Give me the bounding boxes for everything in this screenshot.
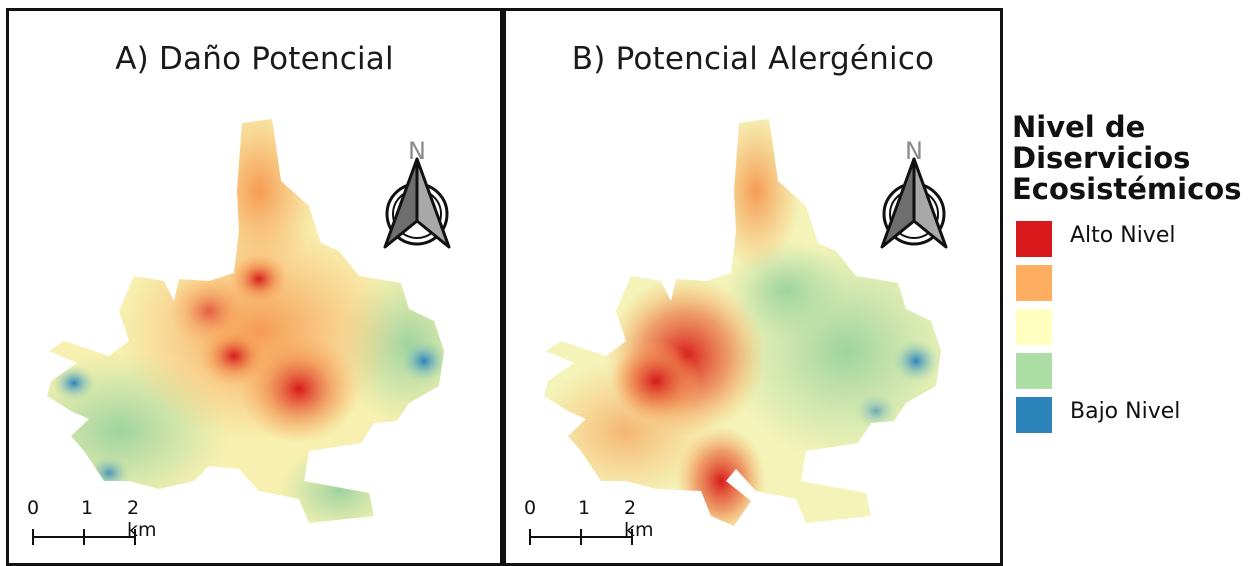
panel-title: A) Daño Potencial [115, 41, 394, 77]
scale-bar: 0 1 2 km [23, 497, 163, 549]
heatmap-dano-potencial [47, 119, 444, 523]
legend-swatch-4 [1016, 353, 1052, 389]
scale-bar: 0 1 2 km [520, 497, 660, 549]
map-panel-potencial-alergenico: B) Potencial Alergénico N [503, 8, 1003, 566]
map-panel-dano-potencial: A) Daño Potencial [6, 8, 503, 566]
legend-title-line: Nivel de [1012, 110, 1146, 144]
legend: Nivel de Diservicios Ecosistémicos Alto … [1012, 112, 1257, 441]
legend-title: Nivel de Diservicios Ecosistémicos [1012, 112, 1257, 205]
legend-title-line: Ecosistémicos [1012, 172, 1242, 206]
scale-tick-1: 1 [578, 497, 591, 519]
legend-title-line: Diservicios [1012, 141, 1191, 175]
north-arrow-icon: N [874, 129, 954, 259]
scale-tick-1: 1 [81, 497, 94, 519]
north-label: N [905, 137, 923, 165]
legend-label-bajo: Bajo Nivel [1070, 399, 1181, 424]
heatmap-potencial-alergenico [544, 119, 941, 526]
panel-title: B) Potencial Alergénico [571, 41, 935, 77]
north-label: N [408, 137, 426, 165]
legend-swatch-bajo [1016, 397, 1052, 433]
legend-swatch-3 [1016, 309, 1052, 345]
north-arrow-icon: N [377, 129, 457, 259]
legend-swatch-alto [1016, 221, 1052, 257]
scale-tick-0: 0 [27, 497, 40, 519]
legend-swatch-2 [1016, 265, 1052, 301]
scale-tick-0: 0 [524, 497, 537, 519]
legend-label-alto: Alto Nivel [1070, 223, 1176, 248]
